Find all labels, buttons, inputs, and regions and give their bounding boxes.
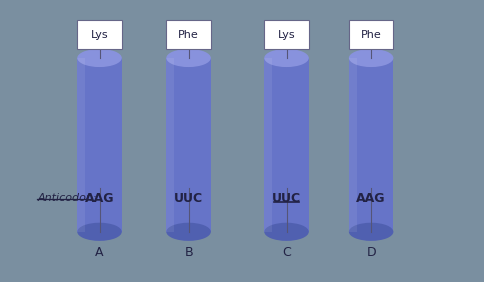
Ellipse shape <box>349 223 393 241</box>
Ellipse shape <box>166 223 211 241</box>
FancyBboxPatch shape <box>264 20 309 49</box>
FancyBboxPatch shape <box>77 58 85 232</box>
Text: D: D <box>366 246 376 259</box>
FancyBboxPatch shape <box>349 58 357 232</box>
FancyBboxPatch shape <box>166 58 211 232</box>
FancyBboxPatch shape <box>264 58 272 232</box>
FancyBboxPatch shape <box>349 20 393 49</box>
Text: Lys: Lys <box>278 30 295 40</box>
Text: UUC: UUC <box>174 191 203 204</box>
FancyBboxPatch shape <box>77 58 122 232</box>
Text: C: C <box>282 246 291 259</box>
Text: A: A <box>95 246 104 259</box>
Text: AAG: AAG <box>85 191 114 204</box>
Text: Phe: Phe <box>361 30 381 40</box>
FancyBboxPatch shape <box>166 58 174 232</box>
Ellipse shape <box>166 49 211 67</box>
FancyBboxPatch shape <box>264 58 309 232</box>
FancyBboxPatch shape <box>77 20 122 49</box>
FancyBboxPatch shape <box>166 20 211 49</box>
Ellipse shape <box>77 223 122 241</box>
Ellipse shape <box>264 223 309 241</box>
Text: UUC: UUC <box>272 191 301 204</box>
Text: Phe: Phe <box>178 30 199 40</box>
Ellipse shape <box>264 49 309 67</box>
Text: AAG: AAG <box>356 191 386 204</box>
Text: Anticodon:: Anticodon: <box>37 193 97 203</box>
Text: B: B <box>184 246 193 259</box>
Text: Lys: Lys <box>91 30 108 40</box>
FancyBboxPatch shape <box>349 58 393 232</box>
Ellipse shape <box>349 49 393 67</box>
Ellipse shape <box>77 49 122 67</box>
